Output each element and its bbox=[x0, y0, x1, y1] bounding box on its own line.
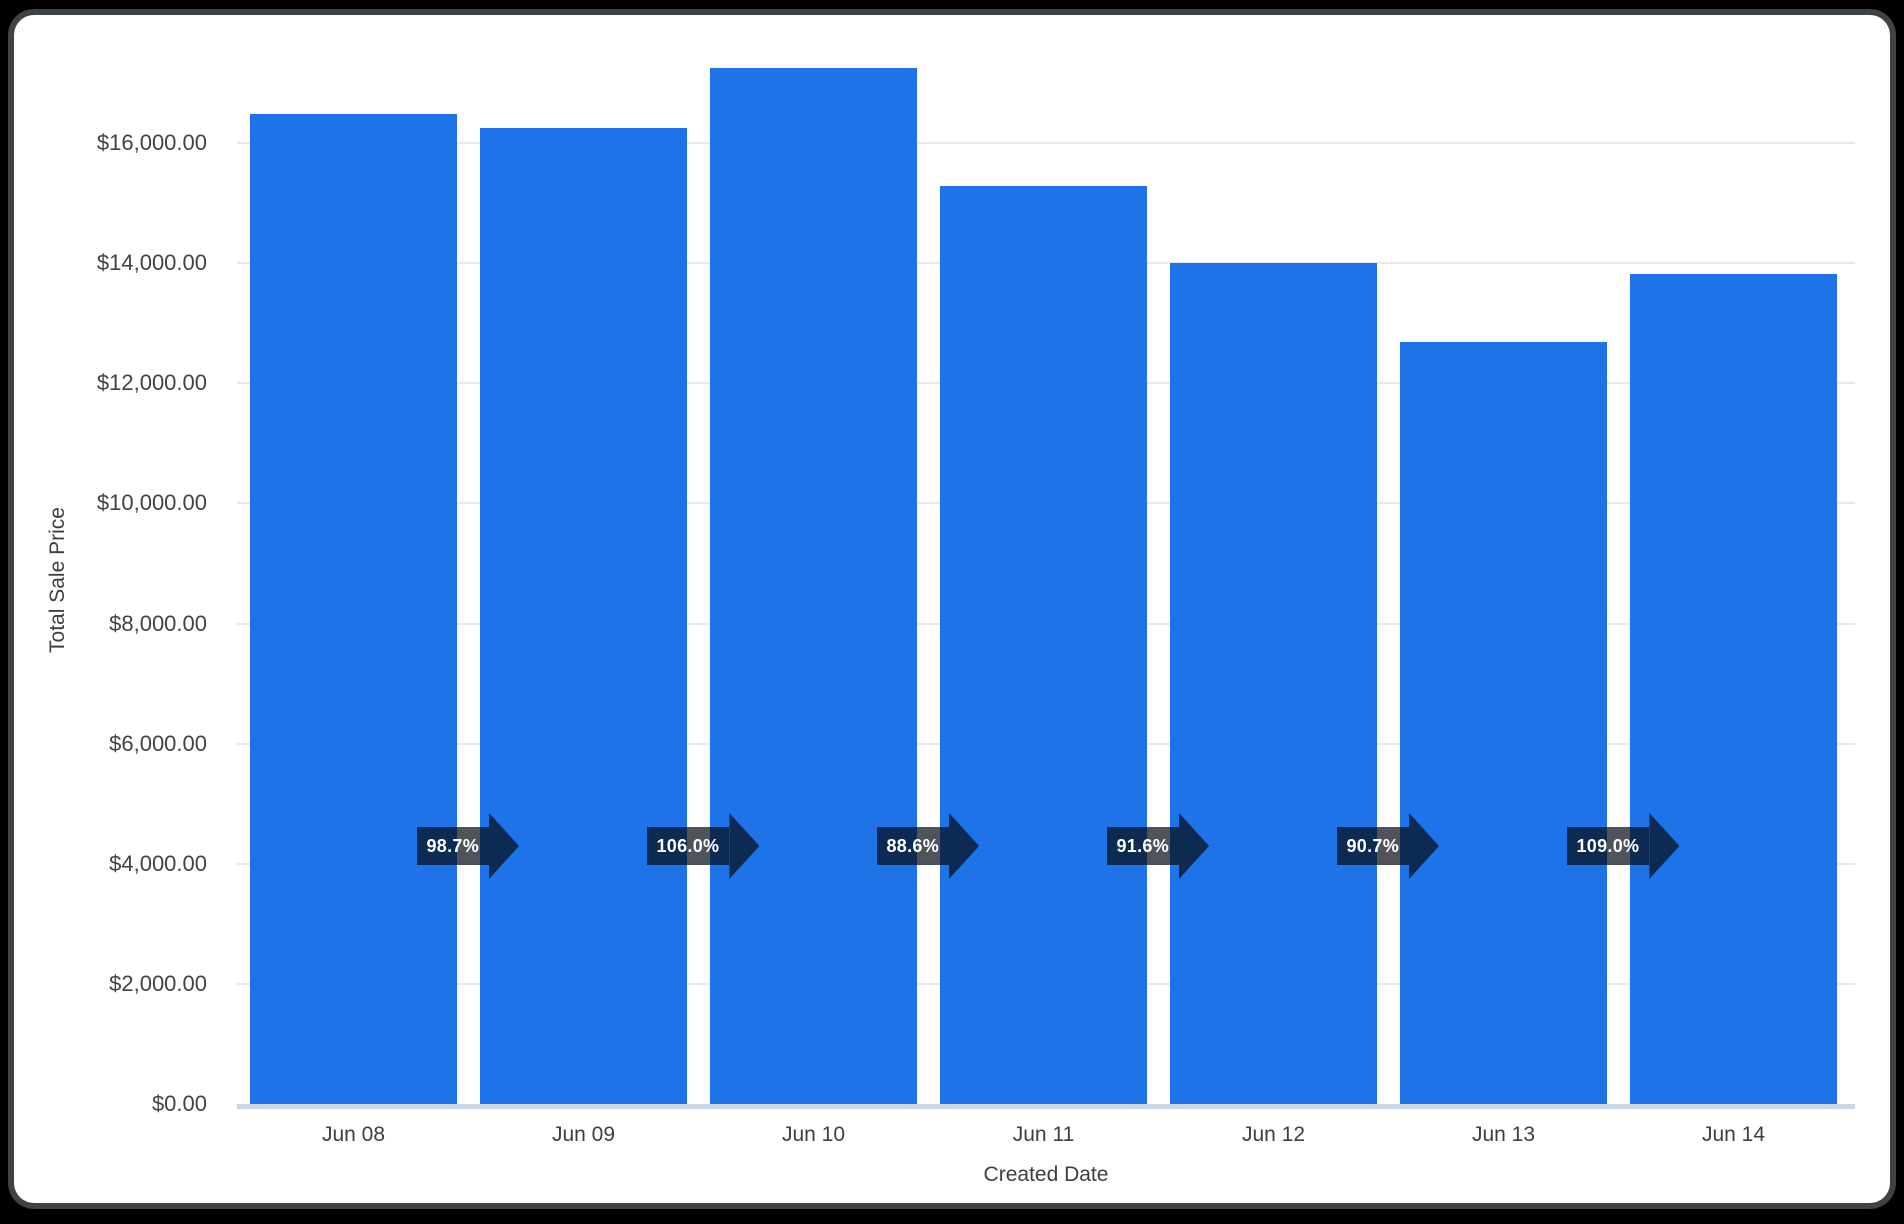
y-tick-label: $4,000.00 bbox=[109, 850, 207, 876]
x-tick-label: Jun 13 bbox=[1471, 1123, 1536, 1146]
x-axis-title: Created Date bbox=[983, 1163, 1109, 1186]
x-tick-label: Jun 12 bbox=[1241, 1123, 1306, 1146]
arrow-right-icon bbox=[489, 813, 520, 879]
y-tick-label: $10,000.00 bbox=[96, 490, 207, 516]
bar-jun-10[interactable] bbox=[710, 68, 917, 1104]
x-tick-label: Jun 10 bbox=[781, 1123, 846, 1146]
growth-badge: 98.7% bbox=[416, 813, 520, 879]
bar-jun-14[interactable] bbox=[1630, 274, 1837, 1104]
arrow-right-icon bbox=[1409, 813, 1440, 879]
y-tick-label: $2,000.00 bbox=[109, 970, 207, 996]
y-tick-label: $14,000.00 bbox=[96, 250, 207, 276]
growth-badge-label: 88.6% bbox=[876, 827, 950, 865]
bar-jun-11[interactable] bbox=[940, 186, 1147, 1104]
x-tick-label: Jun 09 bbox=[551, 1123, 616, 1146]
x-tick-label: Jun 14 bbox=[1701, 1123, 1766, 1146]
growth-badge-label: 106.0% bbox=[646, 827, 730, 865]
bar-jun-13[interactable] bbox=[1400, 342, 1607, 1104]
y-tick-label: $6,000.00 bbox=[109, 730, 207, 756]
x-tick-label: Jun 08 bbox=[321, 1123, 386, 1146]
growth-badge-label: 91.6% bbox=[1106, 827, 1180, 865]
x-tick-label: Jun 11 bbox=[1012, 1123, 1075, 1146]
y-tick-label: $16,000.00 bbox=[96, 130, 207, 155]
arrow-right-icon bbox=[949, 813, 980, 879]
growth-badge: 88.6% bbox=[876, 813, 980, 879]
arrow-right-icon bbox=[1649, 813, 1680, 879]
y-tick-label: $8,000.00 bbox=[109, 610, 207, 636]
bar-jun-12[interactable] bbox=[1170, 263, 1377, 1104]
y-tick-label: $12,000.00 bbox=[96, 370, 207, 396]
arrow-right-icon bbox=[729, 813, 760, 879]
growth-badge-label: 90.7% bbox=[1336, 827, 1410, 865]
gridline bbox=[237, 142, 1855, 144]
growth-badge: 91.6% bbox=[1106, 813, 1210, 879]
growth-badge: 109.0% bbox=[1566, 813, 1680, 879]
bar-jun-09[interactable] bbox=[480, 128, 687, 1104]
growth-badge-label: 109.0% bbox=[1566, 827, 1650, 865]
bar-jun-08[interactable] bbox=[250, 114, 457, 1104]
y-tick-label: $0.00 bbox=[151, 1091, 207, 1116]
arrow-right-icon bbox=[1179, 813, 1210, 879]
growth-badge-label: 98.7% bbox=[416, 827, 490, 865]
growth-badge: 90.7% bbox=[1336, 813, 1440, 879]
x-axis-line bbox=[237, 1104, 1855, 1109]
growth-badge: 106.0% bbox=[646, 813, 760, 879]
